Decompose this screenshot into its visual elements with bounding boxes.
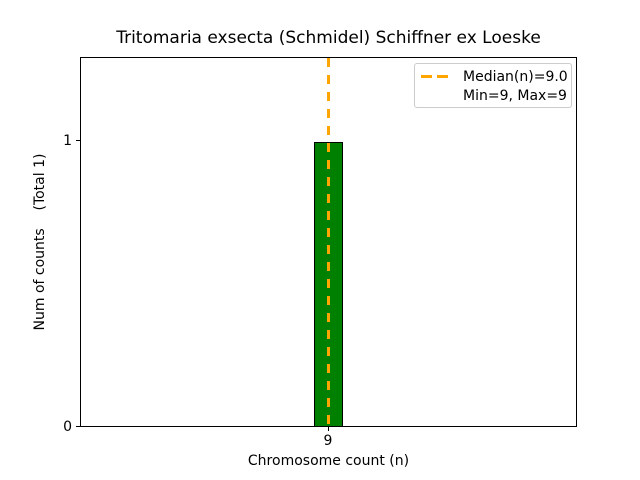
y-tick-label-0: 0 [63,419,72,435]
x-axis-label: Chromosome count (n) [247,453,410,469]
legend-entry-median: Median(n)=9.0 [421,67,568,86]
x-tick-label-9: 9 [323,433,333,449]
chart-title: Tritomaria exsecta (Schmidel) Schiffner … [116,28,541,48]
dashed-line-icon [421,75,451,78]
legend-label-minmax: Min=9, Max=9 [463,87,567,104]
y-tick-label-1: 1 [63,133,72,149]
legend-entry-minmax: Min=9, Max=9 [421,86,567,105]
legend-label-median: Median(n)=9.0 [463,68,568,85]
legend: Median(n)=9.0 Min=9, Max=9 [414,63,572,108]
legend-blank-handle [421,94,451,97]
y-tick-mark-1 [76,140,80,141]
plot-area: Median(n)=9.0 Min=9, Max=9 [80,57,577,427]
y-axis-label: Num of counts (Total 1) [32,153,48,331]
y-tick-mark-0 [76,426,80,427]
median-line [327,58,330,426]
x-tick-mark-9 [328,427,329,431]
